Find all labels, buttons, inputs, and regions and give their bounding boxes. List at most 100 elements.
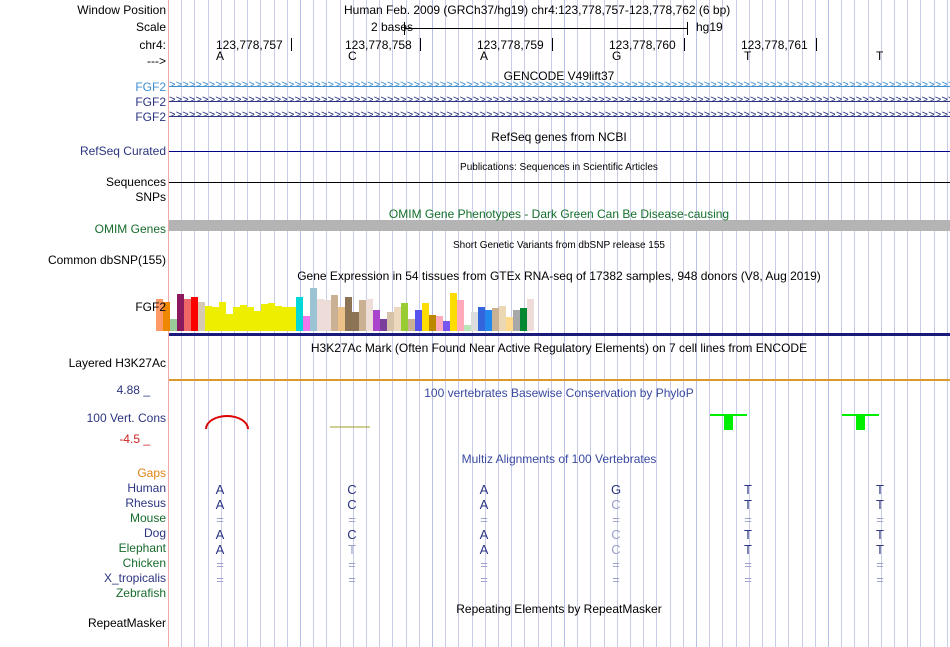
gtex-tissue-bar[interactable] bbox=[520, 308, 527, 331]
species-label-elephant[interactable]: Elephant bbox=[118, 541, 166, 555]
alignment-column[interactable]: C C = C T = = bbox=[344, 482, 360, 602]
alignment-column[interactable]: G C = C C = = bbox=[608, 482, 624, 602]
gtex-tissue-bar[interactable] bbox=[303, 316, 310, 331]
alignment-column[interactable]: T T = T T = = bbox=[872, 482, 888, 602]
species-label-zebrafish[interactable]: Zebrafish bbox=[115, 586, 166, 600]
alignment-column[interactable]: A A = A A = = bbox=[212, 482, 228, 602]
gtex-tissue-bar[interactable] bbox=[233, 307, 240, 331]
gtex-tissue-bar[interactable] bbox=[247, 307, 254, 331]
gtex-tissue-bar[interactable] bbox=[324, 300, 331, 331]
sequence-base: A bbox=[216, 49, 225, 63]
gtex-tissue-bar[interactable] bbox=[184, 299, 191, 331]
alignment-base-cell bbox=[872, 587, 888, 602]
gtex-tissue-bar[interactable] bbox=[387, 311, 394, 331]
gtex-tissue-bar[interactable] bbox=[401, 302, 408, 331]
ruler-tick bbox=[291, 38, 292, 51]
gtex-tissue-bar[interactable] bbox=[345, 297, 352, 331]
gtex-tissue-bar[interactable] bbox=[506, 317, 513, 331]
species-label-chicken[interactable]: Chicken bbox=[122, 556, 166, 570]
track-title-gencode: GENCODE V49lift37 bbox=[503, 69, 615, 83]
gtex-tissue-bar[interactable] bbox=[394, 307, 401, 331]
gtex-tissue-bar[interactable] bbox=[436, 316, 443, 331]
gtex-tissue-bar[interactable] bbox=[527, 299, 534, 331]
gtex-tissue-bar[interactable] bbox=[499, 306, 506, 331]
gtex-tissue-bar[interactable] bbox=[163, 301, 170, 331]
gtex-tissue-bar[interactable] bbox=[415, 309, 422, 331]
gtex-tissue-bar[interactable] bbox=[226, 314, 233, 331]
species-label-dog[interactable]: Dog bbox=[143, 526, 166, 540]
cons-max-value: 4.88 _ bbox=[116, 383, 150, 397]
gtex-tissue-bar[interactable] bbox=[373, 309, 380, 331]
conservation-faint-line[interactable] bbox=[330, 426, 370, 428]
conservation-peak-bar[interactable] bbox=[856, 414, 865, 430]
gtex-tissue-bar[interactable] bbox=[240, 304, 247, 331]
label-gtex-gene: FGF2 bbox=[135, 300, 166, 314]
alignment-column[interactable]: A A = A A = = bbox=[476, 482, 492, 602]
gtex-tissue-bar[interactable] bbox=[338, 307, 345, 331]
gencode-transcript-row[interactable]: >>>>>>>>>>>>>>>>>>>>>>>>>>>>>>>>>>>>>>>>… bbox=[169, 80, 950, 93]
conservation-peak-bar[interactable] bbox=[724, 414, 733, 430]
alignment-column[interactable]: T T = T T = = bbox=[740, 482, 756, 602]
gtex-tissue-bar[interactable] bbox=[422, 302, 429, 331]
gtex-tissue-bar[interactable] bbox=[191, 297, 198, 331]
alignment-base-cell: C bbox=[611, 497, 621, 512]
gtex-tissue-bar[interactable] bbox=[254, 310, 261, 331]
gtex-tissue-bar[interactable] bbox=[205, 306, 212, 331]
gtex-tissue-bar[interactable] bbox=[212, 307, 219, 331]
species-label-mouse[interactable]: Mouse bbox=[129, 511, 166, 525]
gtex-tissue-bar[interactable] bbox=[275, 306, 282, 331]
gtex-tissue-bar[interactable] bbox=[408, 318, 415, 331]
sequence-base: T bbox=[744, 49, 752, 63]
gtex-tissue-bar[interactable] bbox=[177, 293, 184, 331]
alignment-base-cell: = bbox=[612, 572, 620, 587]
gencode-transcript-row[interactable]: >>>>>>>>>>>>>>>>>>>>>>>>>>>>>>>>>>>>>>>>… bbox=[169, 110, 950, 123]
alignment-base-cell: T bbox=[744, 497, 752, 512]
gencode-transcript-label[interactable]: FGF2 bbox=[135, 95, 166, 109]
gencode-transcript-label[interactable]: FGF2 bbox=[135, 80, 166, 94]
conservation-negative-arc[interactable] bbox=[205, 415, 249, 429]
gtex-tissue-bar[interactable] bbox=[268, 302, 275, 331]
species-label-x_tropicalis[interactable]: X_tropicalis bbox=[103, 571, 166, 585]
gtex-tissue-bar[interactable] bbox=[513, 309, 520, 331]
gtex-tissue-bar[interactable] bbox=[289, 307, 296, 331]
gtex-tissue-bar[interactable] bbox=[485, 309, 492, 331]
gtex-tissue-bar[interactable] bbox=[492, 308, 499, 331]
gtex-tissue-bar[interactable] bbox=[464, 325, 471, 331]
track-title-multiz: Multiz Alignments of 100 Vertebrates bbox=[461, 452, 657, 466]
gtex-tissue-bar[interactable] bbox=[310, 288, 317, 331]
gtex-tissue-bar[interactable] bbox=[457, 300, 464, 331]
gtex-tissue-bar[interactable] bbox=[198, 301, 205, 331]
omim-gene-bar[interactable] bbox=[169, 220, 950, 231]
gtex-tissue-bar[interactable] bbox=[429, 315, 436, 331]
gtex-tissue-bar[interactable] bbox=[261, 303, 268, 331]
alignment-base-cell: = bbox=[744, 512, 752, 527]
alignment-base-cell: A bbox=[479, 482, 489, 497]
gtex-tissue-bar[interactable] bbox=[359, 300, 366, 331]
strand-arrow-icon: >>>>>>>>>>>>>>>>>>>>>>>>>>>>>>>>>>>>>>>>… bbox=[169, 80, 950, 92]
gtex-tissue-bar[interactable] bbox=[450, 292, 457, 331]
gtex-tissue-bar[interactable] bbox=[156, 299, 163, 331]
gencode-transcript-label[interactable]: FGF2 bbox=[135, 110, 166, 124]
gencode-transcript-row[interactable]: >>>>>>>>>>>>>>>>>>>>>>>>>>>>>>>>>>>>>>>>… bbox=[169, 95, 950, 108]
gtex-tissue-bar[interactable] bbox=[366, 299, 373, 331]
gtex-tissue-bar[interactable] bbox=[282, 307, 289, 331]
track-title-gtex: Gene Expression in 54 tissues from GTEx … bbox=[297, 269, 821, 283]
ruler-position-label: 123,778,758 bbox=[345, 38, 412, 52]
gtex-expression-barchart[interactable] bbox=[156, 288, 536, 331]
gtex-tissue-bar[interactable] bbox=[478, 307, 485, 331]
alignment-base-cell: C bbox=[347, 527, 357, 542]
gtex-tissue-bar[interactable] bbox=[380, 318, 387, 331]
alignment-base-cell: C bbox=[347, 482, 357, 497]
species-label-human[interactable]: Human bbox=[127, 481, 166, 495]
track-title-omim: OMIM Gene Phenotypes - Dark Green Can Be… bbox=[388, 207, 730, 221]
species-label-rhesus[interactable]: Rhesus bbox=[125, 496, 166, 510]
gtex-tissue-bar[interactable] bbox=[331, 294, 338, 331]
gtex-tissue-bar[interactable] bbox=[443, 320, 450, 331]
gtex-tissue-bar[interactable] bbox=[352, 311, 359, 331]
gtex-tissue-bar[interactable] bbox=[219, 301, 226, 331]
gtex-tissue-bar[interactable] bbox=[296, 297, 303, 331]
gtex-tissue-bar[interactable] bbox=[471, 311, 478, 331]
label-gaps: Gaps bbox=[137, 466, 166, 480]
gtex-tissue-bar[interactable] bbox=[317, 299, 324, 331]
gtex-tissue-bar[interactable] bbox=[170, 318, 177, 331]
